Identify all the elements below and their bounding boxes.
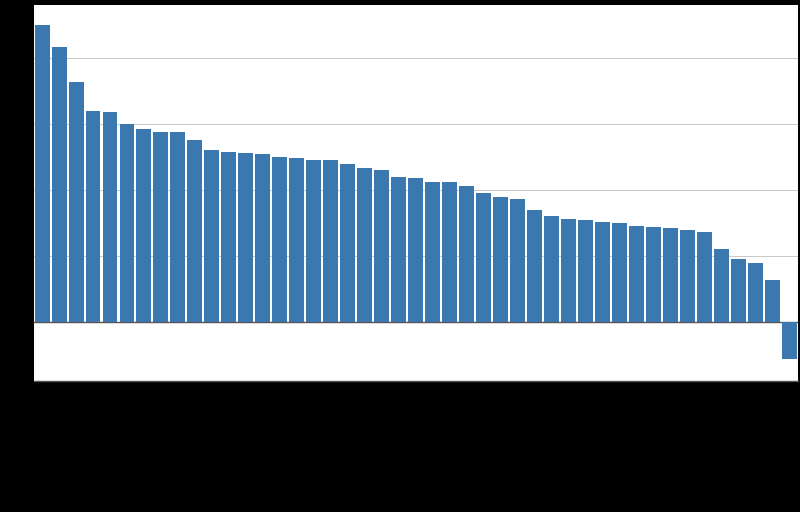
Bar (154, 132, 169, 322)
Bar (730, 259, 746, 322)
Bar (476, 193, 491, 322)
Bar (102, 112, 118, 322)
Bar (561, 219, 576, 322)
Bar (510, 199, 525, 322)
Bar (714, 249, 729, 322)
Bar (459, 186, 474, 322)
Bar (69, 82, 83, 322)
Bar (748, 263, 762, 322)
Bar (374, 170, 389, 322)
Bar (493, 197, 508, 322)
Bar (425, 182, 440, 322)
Bar (697, 232, 712, 322)
Bar (51, 48, 66, 322)
Bar (86, 111, 101, 322)
Bar (612, 223, 627, 322)
Bar (340, 163, 355, 322)
Bar (357, 167, 372, 322)
Bar (578, 220, 593, 322)
Bar (662, 228, 678, 322)
Bar (323, 160, 338, 322)
Bar (629, 226, 644, 322)
Bar (222, 152, 236, 322)
Bar (680, 229, 694, 322)
Bar (595, 222, 610, 322)
Bar (391, 177, 406, 322)
Bar (290, 158, 304, 322)
Bar (119, 124, 134, 322)
Bar (544, 217, 559, 322)
Bar (34, 25, 50, 322)
Bar (306, 160, 322, 322)
Bar (255, 154, 270, 322)
Bar (204, 151, 219, 322)
Bar (442, 182, 457, 322)
Bar (170, 132, 186, 322)
Bar (408, 178, 423, 322)
Bar (137, 129, 151, 322)
Bar (187, 140, 202, 322)
Bar (238, 153, 254, 322)
Bar (765, 280, 780, 322)
Bar (782, 322, 797, 359)
Bar (272, 157, 287, 322)
Bar (527, 210, 542, 322)
Bar (646, 227, 661, 322)
